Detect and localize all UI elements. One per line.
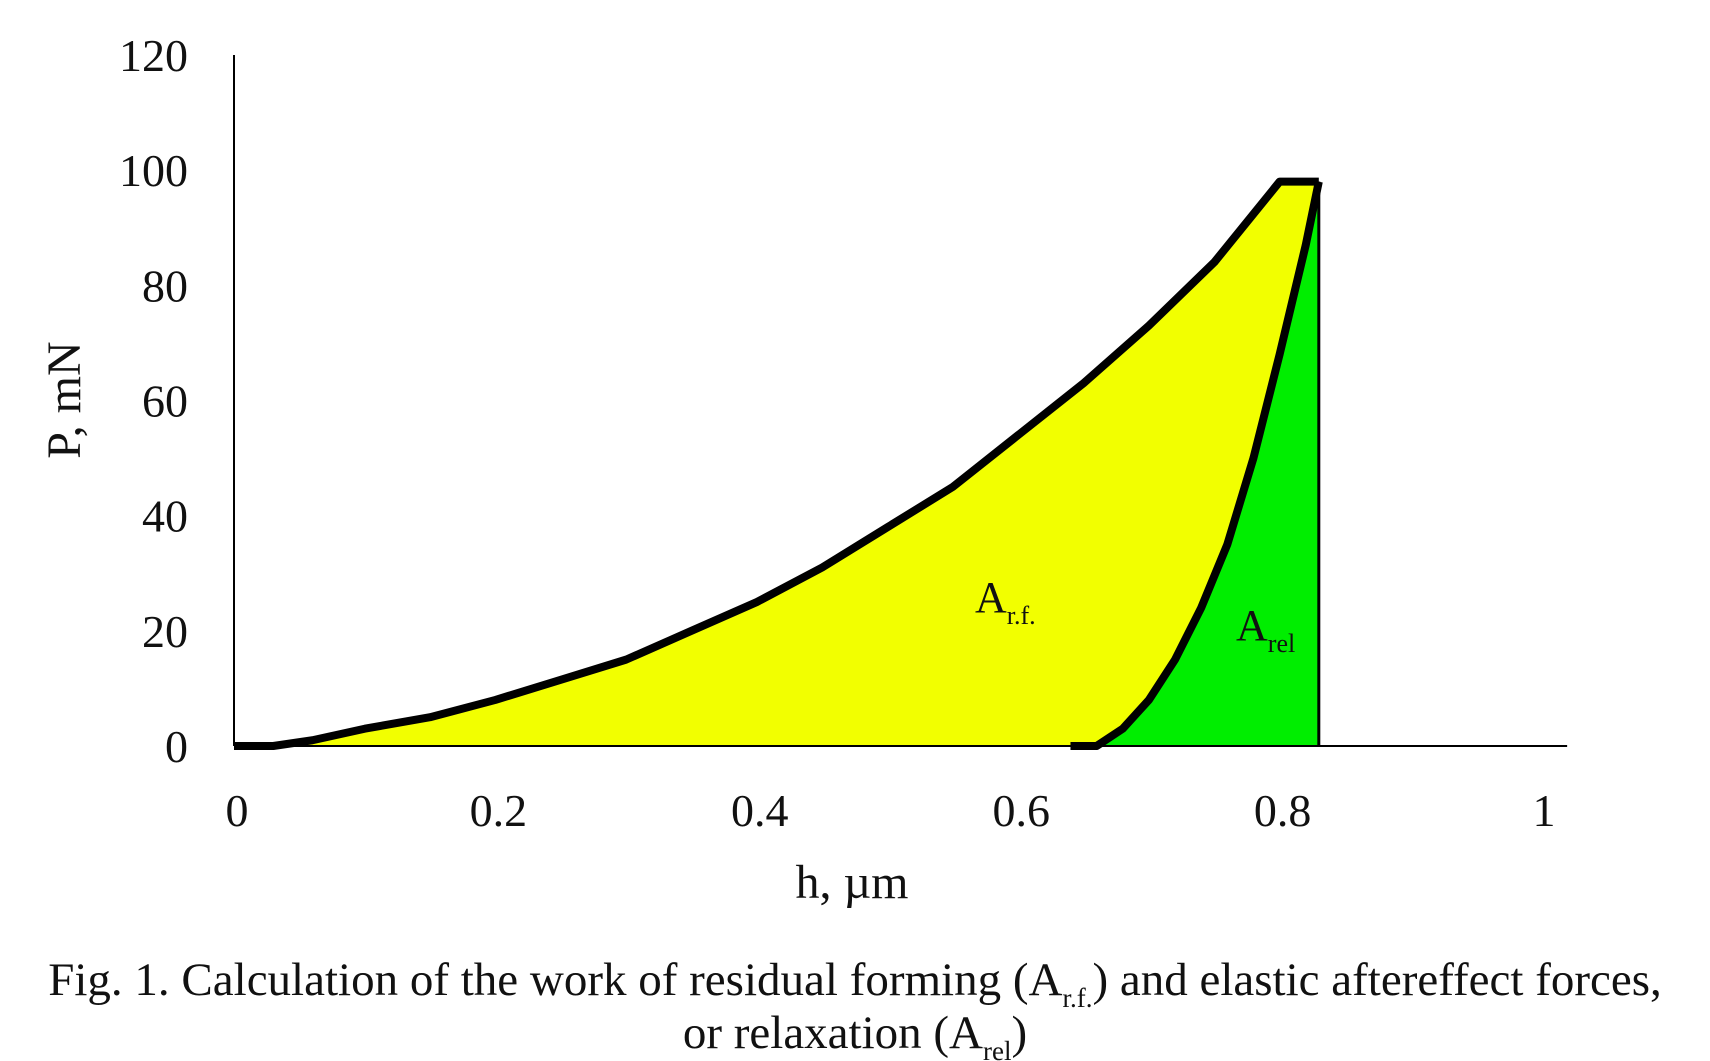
y-tick-label: 40 [142,491,188,542]
caption: Fig. 1. Calculation of the work of resid… [48,954,1662,1013]
caption-text: ) and elastic aftereffect forces, [1092,954,1661,1006]
x-tick-label: 0.6 [992,785,1050,836]
curve [234,177,1319,750]
y-tick-label: 100 [119,145,188,196]
unloading-area [1070,181,1319,746]
y-tick-label: 120 [119,30,188,81]
x-tick-label: 0.8 [1254,785,1312,836]
x-tick-label: 0.4 [731,785,789,836]
y-tick-label: 0 [165,721,188,772]
curve [1070,180,1323,750]
y-tick-label: 20 [142,606,188,657]
caption-text: ) [1011,1007,1027,1059]
x-tick-label: 0 [226,785,249,836]
loading-area [234,181,1319,746]
y-tick-label: 60 [142,376,188,427]
annotation-text: A [1236,601,1268,650]
caption-sub: r.f. [1062,983,1092,1013]
x-tick-label: 1 [1533,785,1556,836]
annotation-text: A [975,573,1007,622]
x-axis-label: h, µm [796,856,909,909]
annotation: Ar.f. [975,573,1036,630]
caption: or relaxation (Arel) [683,1007,1027,1061]
x-tick-label: 0.2 [470,785,528,836]
annotation: Arel [1236,601,1295,658]
y-tick-label: 80 [142,260,188,311]
annotation-sub: rel [1268,629,1295,658]
caption-text: Fig. 1. Calculation of the work of resid… [48,954,1062,1006]
caption-text: or relaxation (A [683,1007,983,1059]
annotation-sub: r.f. [1007,601,1036,630]
y-axis-label: P, mN [38,341,91,458]
caption-sub: rel [983,1036,1011,1061]
